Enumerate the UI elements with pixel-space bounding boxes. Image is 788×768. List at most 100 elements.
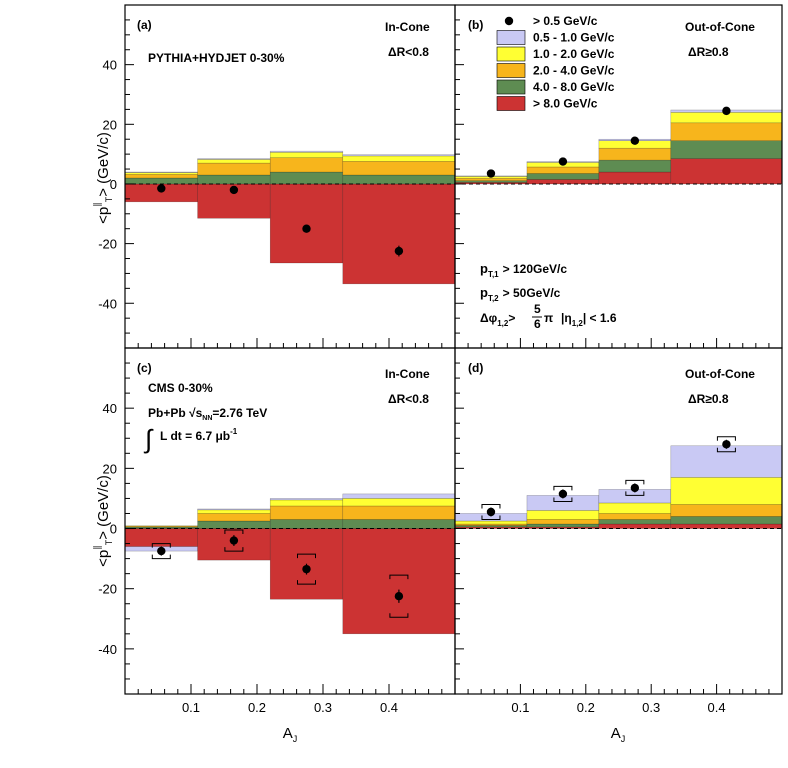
bar-d-b2-bin4	[670, 477, 783, 505]
cut-pt1: pT,1 > 120GeV/c	[480, 261, 567, 279]
legend-label-b1: 0.5 - 1.0 GeV/c	[533, 31, 615, 45]
panel-label-c: (c)	[137, 361, 152, 375]
bar-b-b5-bin2	[526, 179, 600, 185]
bar-b-b5-bin4	[670, 158, 783, 185]
bar-d-b3-bin4	[670, 504, 783, 517]
data-point-a-3	[302, 224, 311, 233]
bar-a-b4-bin4	[342, 174, 456, 185]
integral-sign: ∫	[143, 424, 154, 454]
data-point-b-4	[722, 106, 731, 116]
ylabel-bottom: <p∥T> (GeV/c)	[92, 475, 114, 567]
bar-b-b3-bin1	[454, 178, 528, 181]
bar-a-b5-bin3	[269, 183, 344, 264]
xtick-label-c: 0.3	[314, 700, 332, 715]
bar-a-b3-bin1	[124, 174, 198, 179]
data-point-d-3	[630, 483, 640, 493]
data-point-a-1	[157, 184, 166, 193]
bar-d-b2-bin3	[598, 502, 672, 514]
bar-b-b4-bin4	[670, 140, 783, 159]
dr-label-a: ΔR<0.8	[388, 45, 429, 59]
panel-label-b: (b)	[468, 18, 483, 32]
data-point-b-2	[558, 157, 568, 166]
data-point-d-2	[558, 489, 568, 499]
legend-label-b2: 1.0 - 2.0 GeV/c	[533, 47, 615, 61]
bar-c-b4-bin2	[197, 520, 271, 529]
panel-label-a: (a)	[137, 18, 152, 32]
xtick-label-c: 0.2	[248, 700, 266, 715]
bar-a-b4-bin3	[269, 171, 344, 185]
bar-d-b5-bin3	[598, 523, 672, 529]
legend-label-b3: 2.0 - 4.0 GeV/c	[533, 64, 615, 78]
xtick-label-c: 0.1	[182, 700, 200, 715]
bar-a-b2-bin4	[342, 155, 456, 162]
data-point-b-3	[630, 136, 640, 145]
data-point-c-1	[157, 546, 166, 556]
plot-area-a	[124, 4, 456, 348]
bar-d-b4-bin4	[670, 516, 783, 525]
bar-a-b5-bin4	[342, 183, 456, 285]
bar-c-b1-bin2	[197, 508, 271, 511]
cone-label-a: In-Cone	[385, 20, 430, 34]
legend-swatch-b2	[496, 46, 526, 62]
sys-bracket-bottom-d	[625, 491, 645, 496]
panel-a	[124, 4, 456, 349]
ytick-label-a: 0	[110, 177, 117, 192]
bar-c-b1-bin4	[342, 493, 456, 499]
frac-num: 5	[534, 302, 541, 316]
bar-d-b4-bin3	[598, 519, 672, 525]
sys-bracket-bottom-c	[389, 613, 409, 618]
bar-a-b2-bin3	[269, 152, 344, 158]
bar-a-b1-bin3	[269, 150, 344, 153]
panel-d	[454, 347, 783, 695]
legend-label-b5: > 8.0 GeV/c	[533, 97, 598, 111]
sys-bracket-top-d	[553, 485, 573, 491]
bar-c-b2-bin4	[342, 498, 456, 507]
ytick-label-c: 0	[110, 522, 117, 537]
bar-d-b4-bin2	[526, 523, 600, 528]
ytick-label-a: -40	[98, 296, 117, 311]
data-point-a-4	[394, 246, 404, 256]
bar-d-b2-bin2	[526, 510, 600, 520]
cone-label-d: Out-of-Cone	[685, 367, 755, 381]
legend-label-pt: > 0.5 GeV/c	[533, 14, 598, 28]
sys-bracket-bottom-d	[481, 515, 501, 520]
data-point-b-1	[486, 169, 496, 178]
panel-b	[454, 4, 783, 349]
ytick-label-c: 40	[103, 401, 117, 416]
sys-bracket-bottom-d	[716, 447, 736, 453]
legend: > 0.5 GeV/c 0.5 - 1.0 GeV/c 1.0 - 2.0 GeV/…	[496, 14, 615, 111]
cut-pi: π	[544, 311, 553, 325]
cone-label-c: In-Cone	[385, 367, 430, 381]
bar-c-b2-bin3	[269, 499, 344, 507]
legend-swatch-b5	[496, 96, 526, 111]
bar-a-b2-bin2	[197, 159, 271, 164]
ytick-label-a: 20	[103, 117, 117, 132]
data-point-c-4	[394, 592, 404, 601]
bar-a-b4-bin1	[124, 177, 198, 185]
bar-c-b3-bin4	[342, 505, 456, 520]
xtick-label-d: 0.2	[577, 700, 595, 715]
bar-a-b3-bin2	[197, 162, 271, 176]
bar-c-b4-bin4	[342, 519, 456, 529]
bar-c-b3-bin3	[269, 505, 344, 520]
ytick-label-a: -20	[98, 237, 117, 252]
tick-labels: -40 -20 0 20 40 -40 -20 0 20 40 0.1 0.2 0.3 0.4 0.1 0.2…	[98, 58, 725, 715]
xtick-label-c: 0.4	[380, 700, 398, 715]
bar-a-b1-bin4	[342, 154, 456, 157]
panel-label-d: (d)	[468, 361, 483, 375]
dr-label-c: ΔR<0.8	[388, 392, 429, 406]
cut-dphi: Δφ1,2>	[480, 311, 515, 328]
bar-a-b3-bin4	[342, 161, 456, 176]
legend-marker-point	[504, 16, 514, 26]
dataset-label-c: CMS 0-30%	[148, 381, 213, 395]
xtick-label-d: 0.4	[708, 700, 726, 715]
ytick-label-c: -40	[98, 642, 117, 657]
luminosity-label: L dt = 6.7 μb-1	[160, 427, 238, 443]
bar-c-b4-bin3	[269, 519, 344, 529]
sys-bracket-top-d	[716, 436, 736, 441]
dr-label-d: ΔR≥0.8	[688, 392, 729, 406]
panel-c	[124, 347, 456, 695]
bar-b-b3-bin2	[526, 166, 600, 174]
sys-bracket-top-d	[625, 479, 645, 485]
